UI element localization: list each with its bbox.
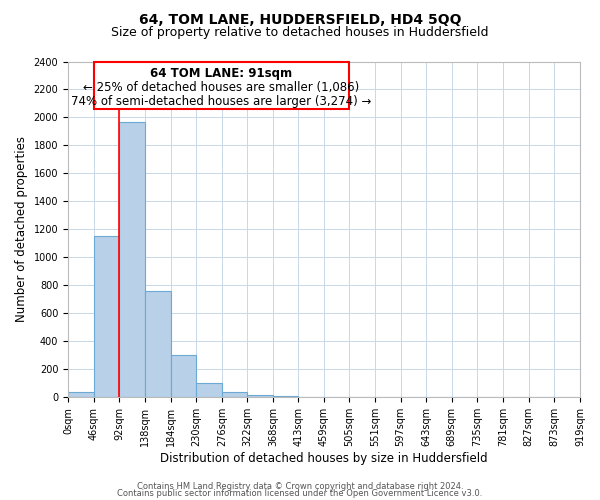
Bar [273,396,298,398]
Text: ← 25% of detached houses are smaller (1,086): ← 25% of detached houses are smaller (1,… [83,81,359,94]
Bar [68,392,94,398]
Text: 64 TOM LANE: 91sqm: 64 TOM LANE: 91sqm [151,67,293,80]
Bar [222,392,247,398]
Bar [119,122,145,398]
FancyBboxPatch shape [94,62,349,109]
Bar [247,394,273,398]
Bar [170,356,196,398]
Bar [145,291,170,398]
Text: Size of property relative to detached houses in Huddersfield: Size of property relative to detached ho… [111,26,489,39]
Bar [94,236,119,398]
Bar [196,384,222,398]
Y-axis label: Number of detached properties: Number of detached properties [15,136,28,322]
Text: Contains HM Land Registry data © Crown copyright and database right 2024.: Contains HM Land Registry data © Crown c… [137,482,463,491]
Text: Contains public sector information licensed under the Open Government Licence v3: Contains public sector information licen… [118,488,482,498]
Text: 64, TOM LANE, HUDDERSFIELD, HD4 5QQ: 64, TOM LANE, HUDDERSFIELD, HD4 5QQ [139,12,461,26]
X-axis label: Distribution of detached houses by size in Huddersfield: Distribution of detached houses by size … [160,452,488,465]
Bar [298,396,324,398]
Text: 74% of semi-detached houses are larger (3,274) →: 74% of semi-detached houses are larger (… [71,96,371,108]
